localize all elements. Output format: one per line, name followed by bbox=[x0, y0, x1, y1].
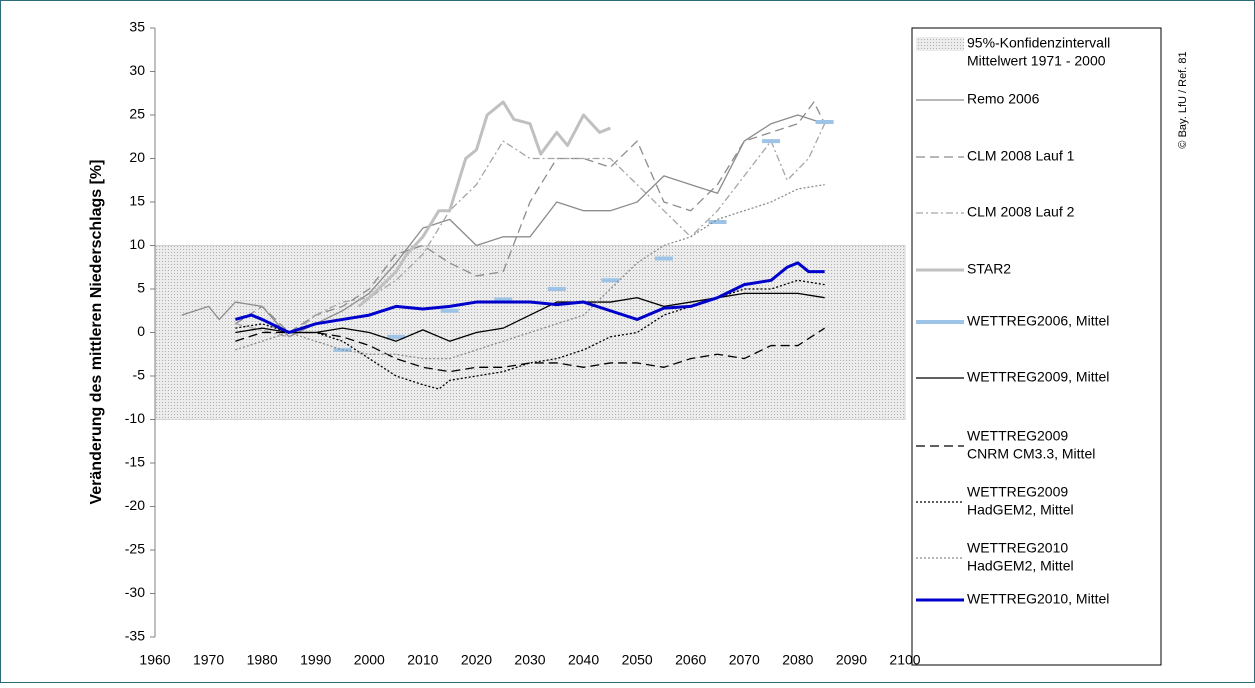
y-tick-label: -35 bbox=[125, 628, 145, 644]
y-tick-label: -10 bbox=[125, 410, 145, 426]
y-tick-label: -15 bbox=[125, 454, 145, 470]
legend-label: STAR2 bbox=[967, 261, 1011, 277]
y-tick-label: -5 bbox=[133, 367, 146, 383]
x-tick-label: 2020 bbox=[461, 652, 492, 668]
x-tick-label: 2070 bbox=[729, 652, 760, 668]
x-tick-label: 2060 bbox=[675, 652, 706, 668]
legend-label: CLM 2008 Lauf 1 bbox=[967, 148, 1075, 164]
x-tick-label: 1990 bbox=[300, 652, 331, 668]
x-tick-label: 1960 bbox=[139, 652, 170, 668]
y-tick-label: 10 bbox=[129, 236, 145, 252]
series-line bbox=[235, 101, 826, 334]
legend-swatch bbox=[916, 37, 964, 51]
y-tick-label: 30 bbox=[129, 62, 145, 78]
series-line bbox=[235, 183, 825, 360]
legend-label: 95%-Konfidenzintervall bbox=[967, 35, 1110, 51]
x-tick-label: 2050 bbox=[622, 652, 653, 668]
series-line bbox=[235, 327, 825, 373]
x-tick-label: 2030 bbox=[514, 652, 545, 668]
y-tick-label: 5 bbox=[137, 280, 145, 296]
x-tick-label: 1970 bbox=[193, 652, 224, 668]
legend-label: Remo 2006 bbox=[967, 91, 1040, 107]
legend-label: WETTREG2009 bbox=[967, 484, 1068, 500]
legend-label: Mittelwert 1971 - 2000 bbox=[967, 53, 1106, 69]
series-line bbox=[235, 292, 825, 342]
legend-label: CNRM CM3.3, Mittel bbox=[967, 446, 1095, 462]
legend-label: WETTREG2010 bbox=[967, 540, 1068, 556]
x-tick-label: 1980 bbox=[247, 652, 278, 668]
credit: © Bay. LfU / Ref. 81 bbox=[1177, 51, 1189, 148]
y-tick-label: 15 bbox=[129, 193, 145, 209]
x-tick-label: 2100 bbox=[889, 652, 920, 668]
legend-label: HadGEM2, Mittel bbox=[967, 502, 1074, 518]
x-tick-label: 2090 bbox=[836, 652, 867, 668]
legend-label: WETTREG2009, Mittel bbox=[967, 369, 1109, 385]
legend-label: WETTREG2010, Mittel bbox=[967, 591, 1109, 607]
legend-label: WETTREG2009 bbox=[967, 428, 1068, 444]
series-line bbox=[235, 123, 826, 338]
x-tick-label: 2000 bbox=[354, 652, 385, 668]
x-tick-label: 2080 bbox=[782, 652, 813, 668]
y-tick-label: 25 bbox=[129, 106, 145, 122]
y-tick-label: 20 bbox=[129, 149, 145, 165]
x-tick-label: 2010 bbox=[407, 652, 438, 668]
legend-box bbox=[911, 27, 1162, 666]
y-tick-label: 35 bbox=[129, 19, 145, 35]
y-tick-label: -30 bbox=[125, 584, 145, 600]
series-line bbox=[357, 100, 611, 308]
series-line bbox=[181, 114, 825, 338]
legend-label: HadGEM2, Mittel bbox=[967, 558, 1074, 574]
legend-label: CLM 2008 Lauf 2 bbox=[967, 204, 1075, 220]
y-axis-title: Veränderung des mittleren Niederschlags … bbox=[88, 160, 105, 505]
y-tick-label: 0 bbox=[137, 323, 145, 339]
legend-label: WETTREG2006, Mittel bbox=[967, 313, 1109, 329]
y-tick-label: -25 bbox=[125, 541, 145, 557]
y-tick-label: -20 bbox=[125, 497, 145, 513]
x-tick-label: 2040 bbox=[568, 652, 599, 668]
series-line bbox=[234, 261, 825, 334]
